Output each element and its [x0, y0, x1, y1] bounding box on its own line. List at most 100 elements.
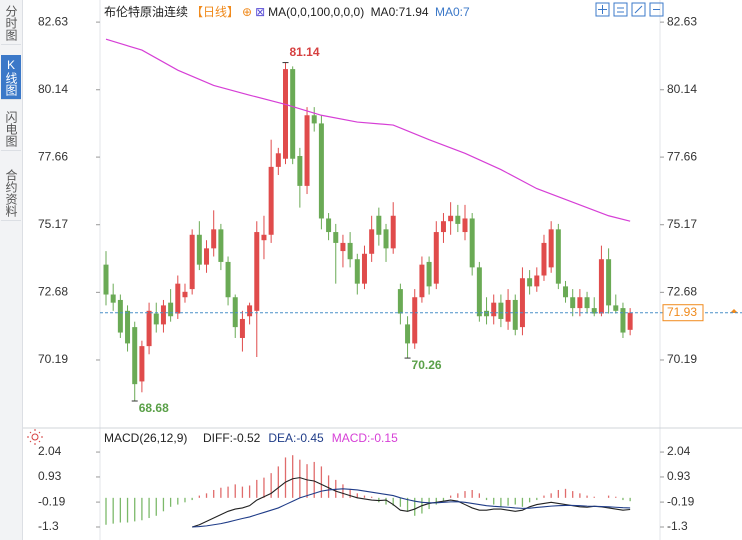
candle-body — [290, 69, 296, 159]
last-price-label: 71.93 — [667, 305, 697, 319]
candle-body — [412, 297, 418, 344]
candle-body — [326, 218, 332, 233]
candle-body — [397, 289, 403, 314]
y-tick-label-right: -1.3 — [667, 519, 688, 533]
legend-entry: DEA:-0.45 — [268, 431, 324, 445]
add-icon[interactable]: ⊕ — [242, 5, 253, 19]
candle-body — [311, 115, 317, 124]
candle-body — [584, 297, 590, 309]
candle-body — [577, 297, 583, 309]
annotation: 70.26 — [412, 358, 442, 372]
toolbar-icons[interactable] — [595, 2, 664, 17]
candle-body — [498, 302, 504, 319]
y-tick-label-right: 82.63 — [667, 14, 697, 28]
candle-body — [369, 229, 375, 254]
y-tick-label-right: -0.19 — [667, 494, 695, 508]
candle-body — [620, 308, 626, 333]
ma-line — [105, 38, 631, 222]
candle-body — [225, 261, 231, 298]
legend-entry: MACD:-0.15 — [332, 431, 398, 445]
y-tick-label: 70.19 — [38, 352, 68, 366]
candle-body — [189, 234, 195, 290]
candle-body — [361, 253, 367, 284]
y-tick-label-right: 75.17 — [667, 217, 697, 231]
ma-extra: MA0:7 — [434, 5, 470, 19]
macd-line — [192, 488, 631, 528]
y-tick-label: 2.04 — [38, 444, 62, 458]
candle-body — [347, 242, 353, 260]
candle-body — [125, 310, 131, 344]
candle-body — [469, 218, 475, 268]
y-tick-label: -1.3 — [38, 519, 59, 533]
candle-body — [383, 229, 389, 249]
candle-body — [606, 259, 612, 306]
candle-body — [333, 232, 339, 243]
candle-body — [455, 215, 461, 224]
candle-body — [247, 305, 253, 317]
candle-body — [419, 264, 425, 298]
annotation: 68.68 — [139, 401, 169, 415]
y-tick-label: 82.63 — [38, 14, 68, 28]
candle-body — [139, 346, 145, 382]
candle-body — [211, 229, 217, 249]
candle-body — [534, 275, 540, 287]
candle-body — [297, 156, 303, 186]
candle-body — [182, 291, 188, 298]
tab[interactable]: 分时图 — [1, 2, 21, 45]
y-tick-label-right: 72.68 — [667, 285, 697, 299]
legend-entry: DIFF:-0.52 — [203, 431, 261, 445]
candle-body — [146, 310, 152, 347]
y-tick-label: 0.93 — [38, 469, 62, 483]
annotation: 81.14 — [290, 45, 320, 59]
tab[interactable]: 合约资料 — [1, 166, 21, 221]
candle-body — [204, 248, 210, 265]
y-tick-label: 72.68 — [38, 285, 68, 299]
candle-body — [591, 308, 597, 314]
candle-body — [541, 242, 547, 276]
candle-body — [491, 302, 497, 317]
candle-body — [570, 297, 576, 309]
y-tick-label: -0.19 — [38, 494, 66, 508]
candle-body — [196, 234, 202, 265]
tab[interactable]: K线图 — [1, 55, 21, 100]
candle-body — [218, 229, 224, 262]
candle-body — [390, 215, 396, 249]
candle-body — [168, 302, 174, 317]
candle-body — [254, 232, 260, 311]
candle-body — [160, 305, 166, 325]
sidebar: 分时图 K线图 闪电图 合约资料 — [0, 0, 23, 540]
y-tick-label-right: 80.14 — [667, 82, 697, 96]
candle-body — [175, 283, 181, 314]
macd-line — [191, 477, 631, 528]
title: 布伦特原油连续 — [104, 5, 189, 19]
candle-body — [153, 313, 159, 325]
candle-body — [261, 234, 267, 241]
candle-body — [426, 261, 432, 287]
y-tick-label-right: 0.93 — [667, 469, 691, 483]
candle-body — [318, 123, 324, 219]
candle-body — [527, 278, 533, 287]
header: 布伦特原油连续 【日线】 ⊕ ⊠ MA(0,0,100,0,0,0) MA0:71.94… — [104, 3, 473, 20]
tab[interactable]: 闪电图 — [1, 108, 21, 151]
candle-body — [103, 264, 109, 295]
macd-title: MACD(26,12,9) — [104, 431, 187, 445]
last-price-box — [662, 304, 704, 322]
period[interactable]: 【日线】 — [191, 5, 240, 19]
candle-body — [484, 310, 490, 317]
indicator: MA(0,0,100,0,0,0) — [268, 5, 365, 19]
y-tick-label: 75.17 — [38, 217, 68, 231]
candle-body — [448, 215, 454, 222]
y-tick-label-right: 70.19 — [667, 352, 697, 366]
candle-body — [275, 153, 281, 167]
candle-body — [627, 312, 633, 330]
candle-body — [268, 166, 274, 235]
y-tick-label-right: 77.66 — [667, 149, 697, 163]
y-tick-label: 77.66 — [38, 149, 68, 163]
candle-body — [512, 299, 518, 330]
candle-body — [505, 299, 511, 322]
candle-body — [519, 278, 525, 328]
sun-icon — [27, 429, 43, 445]
candle-body — [340, 242, 346, 252]
ma-icon: ⊠ — [255, 5, 266, 19]
